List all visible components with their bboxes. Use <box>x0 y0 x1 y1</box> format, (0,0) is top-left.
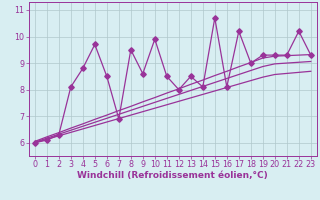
X-axis label: Windchill (Refroidissement éolien,°C): Windchill (Refroidissement éolien,°C) <box>77 171 268 180</box>
